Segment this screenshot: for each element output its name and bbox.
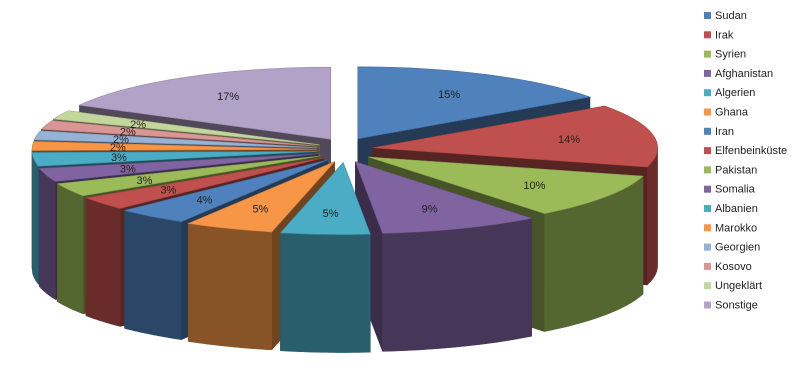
legend-label: Albanien xyxy=(715,203,758,215)
data-label-ungeklärt: 2% xyxy=(130,119,146,131)
data-label-somalia: 3% xyxy=(120,164,136,176)
data-label-albanien: 3% xyxy=(111,152,127,164)
legend-item-sonstige: Sonstige xyxy=(704,300,758,312)
data-label-irak: 14% xyxy=(558,134,580,146)
legend-label: Sonstige xyxy=(715,300,758,312)
legend-swatch xyxy=(704,50,711,58)
legend-item-ghana: Ghana xyxy=(704,107,749,119)
legend-swatch xyxy=(704,282,711,290)
legend-item-georgien: Georgien xyxy=(704,242,760,254)
pie-slice-algerien xyxy=(279,161,371,353)
legend: Sudan Irak Syrien Afghanistan Algerien Ghana I… xyxy=(704,10,787,312)
legend-label: Kosovo xyxy=(715,261,752,273)
data-label-georgien: 2% xyxy=(113,134,129,146)
data-label-algerien: 5% xyxy=(323,208,339,220)
legend-item-albanien: Albanien xyxy=(704,203,758,215)
data-label-pakistan: 3% xyxy=(137,175,153,187)
legend-label: Sudan xyxy=(715,10,747,22)
legend-item-sudan: Sudan xyxy=(704,10,747,22)
legend-label: Somalia xyxy=(715,184,756,196)
legend-swatch xyxy=(704,301,711,309)
pie-slice-afghanistan xyxy=(354,161,533,352)
legend-swatch xyxy=(704,205,711,212)
legend-label: Ghana xyxy=(715,107,749,119)
legend-item-irak: Irak xyxy=(704,29,734,41)
legend-label: Syrien xyxy=(715,49,746,61)
legend-label: Georgien xyxy=(715,242,760,254)
legend-item-somalia: Somalia xyxy=(704,184,756,196)
data-label-kosovo: 2% xyxy=(120,126,136,138)
legend-item-elfenbeinküste: Elfenbeinküste xyxy=(704,145,787,157)
legend-item-algerien: Algerien xyxy=(704,87,755,99)
data-label-sonstige: 17% xyxy=(217,91,239,103)
legend-item-ungeklärt: Ungeklärt xyxy=(704,280,762,292)
legend-label: Ungeklärt xyxy=(715,280,762,292)
data-labels: 15%14%10%9%5%5%4%3%3%3%3%2%2%2%2%17% xyxy=(110,89,580,220)
legend-item-kosovo: Kosovo xyxy=(704,261,752,273)
legend-swatch xyxy=(704,108,711,116)
legend-label: Iran xyxy=(715,126,734,138)
data-label-afghanistan: 9% xyxy=(422,204,438,216)
legend-swatch xyxy=(704,185,711,193)
data-label-ghana: 5% xyxy=(252,204,268,216)
data-label-sudan: 15% xyxy=(438,89,460,101)
legend-swatch xyxy=(704,262,711,270)
data-label-iran: 4% xyxy=(196,195,212,207)
legend-item-iran: Iran xyxy=(704,126,734,138)
legend-swatch xyxy=(704,12,711,19)
pie-slices xyxy=(31,66,658,353)
legend-swatch xyxy=(704,89,711,97)
data-label-syrien: 10% xyxy=(523,180,545,192)
legend-swatch xyxy=(704,243,711,251)
legend-swatch xyxy=(704,166,711,174)
legend-item-afghanistan: Afghanistan xyxy=(704,68,773,80)
legend-label: Afghanistan xyxy=(715,68,773,80)
data-label-marokko: 2% xyxy=(110,142,126,154)
legend-swatch xyxy=(704,224,711,232)
legend-label: Marokko xyxy=(715,222,757,234)
legend-label: Elfenbeinküste xyxy=(715,145,787,157)
legend-swatch xyxy=(704,69,711,77)
data-label-elfenbeinküste: 3% xyxy=(160,185,176,197)
legend-label: Irak xyxy=(715,29,734,41)
legend-swatch xyxy=(704,147,711,155)
legend-label: Algerien xyxy=(715,87,755,99)
legend-swatch xyxy=(704,127,711,135)
legend-item-syrien: Syrien xyxy=(704,49,746,61)
legend-item-marokko: Marokko xyxy=(704,222,757,234)
legend-label: Pakistan xyxy=(715,164,757,176)
legend-swatch xyxy=(704,31,711,39)
legend-item-pakistan: Pakistan xyxy=(704,164,757,176)
